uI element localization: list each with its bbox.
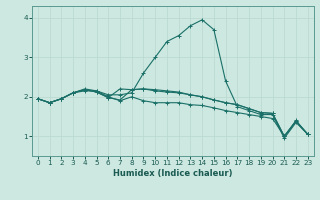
X-axis label: Humidex (Indice chaleur): Humidex (Indice chaleur) [113,169,233,178]
